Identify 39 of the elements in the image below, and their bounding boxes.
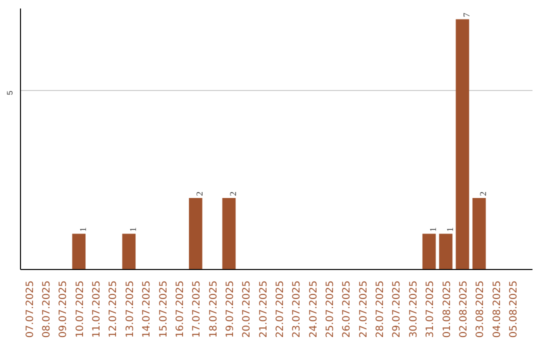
x-tick-label: 15.07.2025 [158,280,170,338]
x-tick-label: 04.08.2025 [492,280,503,338]
x-tick-label: 16.07.2025 [174,280,186,338]
x-tick-label: 19.07.2025 [224,280,236,338]
x-tick-label: 24.07.2025 [308,280,320,338]
x-tick-label: 29.07.2025 [392,280,403,338]
data-label: 7 [461,12,472,18]
x-tick-label: 27.07.2025 [358,280,370,338]
x-tick-label: 09.07.2025 [58,280,70,338]
x-tick-label: 12.07.2025 [108,280,120,338]
x-tick-label: 20.07.2025 [242,280,253,338]
x-tick-label: 17.07.2025 [192,280,203,338]
x-tick-label: 01.08.2025 [442,280,453,338]
x-tick-label: 07.07.2025 [24,280,36,338]
data-label: 1 [444,227,455,232]
data-label: 1 [78,227,88,232]
x-tick-label: 31.07.2025 [425,280,436,338]
x-tick-label: 03.08.2025 [475,280,486,338]
x-tick-label: 25.07.2025 [325,280,336,338]
x-tick-label: 22.07.2025 [275,280,286,338]
x-tick-label: 02.08.2025 [458,280,470,338]
data-label: 1 [128,227,138,232]
x-tick-label: 10.07.2025 [74,280,86,338]
x-tick-label: 28.07.2025 [375,280,386,338]
x-tick-label: 08.07.2025 [42,280,53,338]
y-tick-label: 5 [6,90,14,96]
x-tick-label: 21.07.2025 [258,280,270,338]
data-label: 2 [194,191,205,196]
x-tick-label: 13.07.2025 [124,280,136,338]
x-tick-label: 14.07.2025 [142,280,153,338]
data-label: 2 [478,191,488,196]
data-label: 1 [428,227,438,232]
x-tick-label: 11.07.2025 [92,280,103,338]
x-tick-label: 05.08.2025 [508,280,520,338]
data-label: 2 [228,191,238,196]
x-tick-label: 23.07.2025 [292,280,303,338]
x-tick-label: 26.07.2025 [342,280,353,338]
x-tick-label: 30.07.2025 [408,280,420,338]
x-tick-label: 18.07.2025 [208,280,220,338]
